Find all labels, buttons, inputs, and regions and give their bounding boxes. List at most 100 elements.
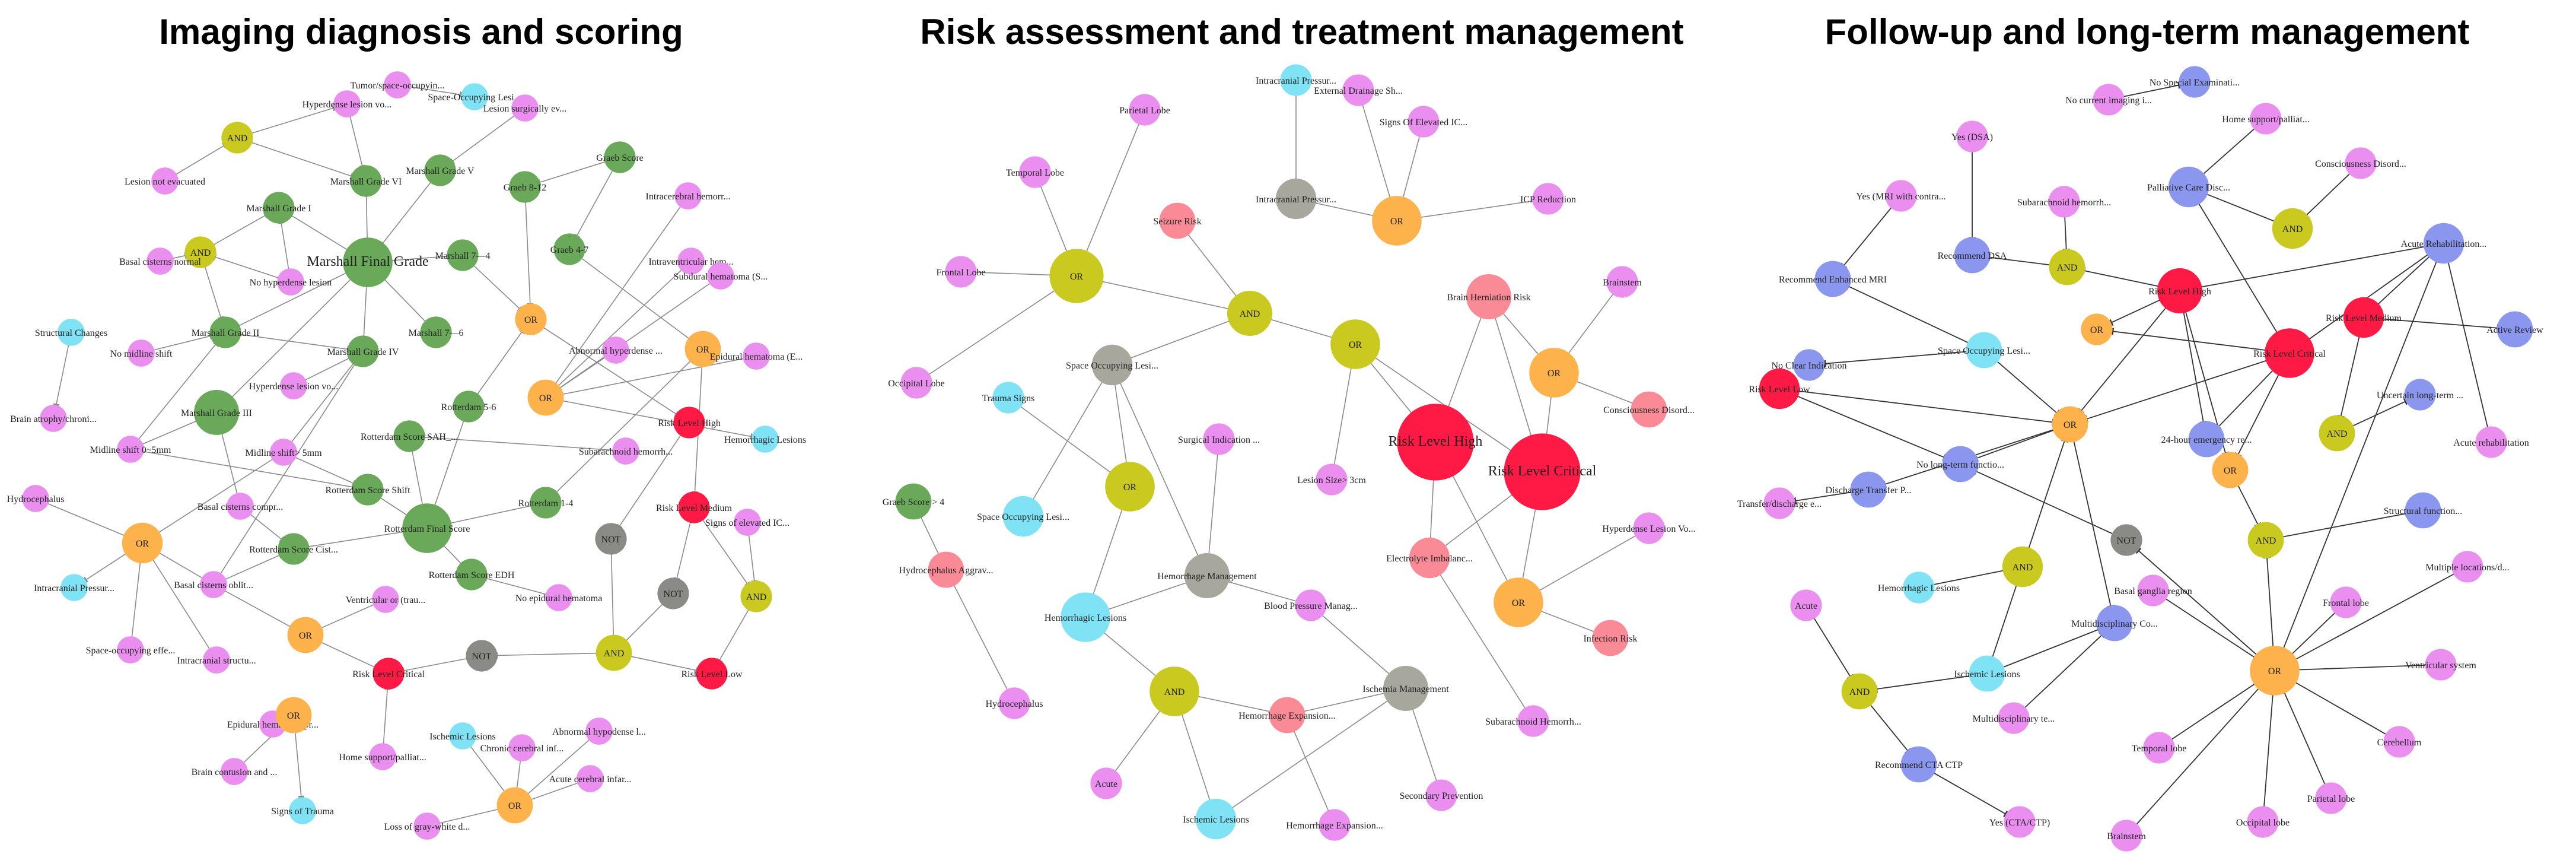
node-circle: [221, 122, 253, 154]
edge-or_i5-to-rlc_i: [314, 639, 380, 670]
edge-rlm_i-to-and_i3: [698, 514, 752, 589]
node-circle: [530, 487, 562, 519]
edge-rlc_r-to-electro: [1438, 483, 1527, 551]
node-circle: [684, 331, 721, 367]
edge-or_r3-to-and_r1: [1262, 315, 1343, 341]
node-circle: [343, 237, 393, 287]
edge-sol_f-to-no_clear: [1818, 350, 1975, 367]
panel-title-followup: Follow-up and long-term management: [1825, 12, 2470, 52]
edge-or_i3-to-hem_les: [555, 399, 757, 440]
edge-hem_exp2-to-hem_exp1: [1291, 725, 1332, 818]
edge-abh-to-or_i3: [554, 354, 610, 392]
node-circle: [122, 522, 163, 564]
node-label: Rotterdam Score Cist...: [249, 545, 338, 555]
node-circle: [2250, 646, 2300, 696]
edge-brainstem-to-or_r4: [1562, 288, 1618, 362]
node-temporal-lobe: Temporal Lobe: [1006, 156, 1064, 188]
node-circle: [1408, 106, 1440, 138]
node-circle: [2096, 605, 2133, 642]
node-circle: [596, 634, 632, 671]
node-label: Marshall Grade VI: [330, 177, 402, 187]
node-circle: [657, 577, 689, 609]
edge-acute_f-to-and_f6: [1810, 612, 1855, 683]
node-chronic-cerebral-inf: Chronic cerebral inf...: [480, 734, 563, 761]
node-marshall-grade-ii: Marshall Grade II: [192, 316, 259, 348]
node-label: Space-Occupying Lesi...: [428, 93, 521, 103]
node-circle: [372, 586, 399, 613]
node-circle: [2188, 421, 2225, 458]
node-label: OR: [136, 539, 149, 549]
node-cerebellum: Cerebellum: [2377, 726, 2422, 758]
edge-r14-to-or_i2: [551, 356, 696, 497]
node-label: Palliative Care Disc...: [2147, 183, 2230, 193]
edge-hvo2-to-mg4: [300, 355, 355, 383]
node-label: Marshall Grade III: [181, 408, 252, 418]
node-label: Rotterdam Score SAH_...: [361, 432, 458, 442]
node-no-epidural-hematoma: No epidural hematoma: [515, 584, 602, 611]
node-parietal-lobe: Parietal Lobe: [1119, 94, 1170, 126]
panel-title-risk: Risk assessment and treatment management: [920, 12, 1683, 52]
node-circle: [1998, 702, 2030, 734]
node-label: Midline shift 0~5mm: [90, 445, 171, 455]
node-circle: [1814, 261, 1851, 297]
node-label: Rotterdam 5-6: [441, 402, 496, 412]
edge-acute_r-to-and_r2: [1110, 702, 1167, 777]
node-circle: [577, 765, 604, 792]
node-home-support-palliat: Home support/palliat...: [2222, 103, 2310, 135]
node-label: Signs of elevated IC...: [705, 518, 789, 528]
edge-hem_les3-to-and_f5: [1927, 567, 2011, 587]
node-intracranial-pressur: Intracranial Pressur...: [1256, 178, 1336, 220]
node-or: OR: [2052, 406, 2088, 443]
edge-home_sup2-to-pal_care: [2197, 123, 2260, 180]
node-no-long-term-functio: No long-term functio...: [1916, 446, 2004, 482]
node-label: Graeb 8-12: [504, 183, 546, 193]
node-rotterdam-5-6: Rotterdam 5-6: [441, 391, 496, 423]
node-circle: [402, 503, 452, 553]
node-label: Basal ganglia region: [2114, 586, 2192, 596]
node-ventricular-system: Ventricular system: [2405, 649, 2476, 681]
node-circle: [527, 379, 564, 416]
node-label: OR: [1547, 369, 1561, 379]
node-yes-cta-ctp: Yes (CTA/CTP): [1989, 806, 2050, 838]
edge-or_i4-to-ip1: [81, 548, 134, 584]
node-label: Abnormal hyperdense ...: [569, 346, 663, 356]
node-not: NOT: [657, 577, 689, 609]
edge-bco-to-mg4: [216, 359, 359, 579]
node-label: Hemorrhage Expansion...: [1286, 821, 1383, 831]
node-label: Brain atrophy/chroni...: [10, 414, 97, 424]
node-occipital-lobe: Occipital Lobe: [888, 367, 945, 399]
edge-hem_les2-to-and_r2: [1095, 625, 1164, 683]
edge-ich-to-or_i3: [551, 201, 684, 389]
edge-acute_rehab2-to-acute_rehab1: [2444, 255, 2490, 434]
edge-rlm_f-to-acute_rehab1: [2371, 250, 2435, 311]
node-label: Yes (CTA/CTP): [1989, 818, 2050, 828]
node-circle: [2137, 574, 2169, 607]
edge-frontal-to-or_r2: [969, 271, 1062, 279]
node-hemorrhage-management: Hemorrhage Management: [1157, 553, 1257, 598]
edge-rlc_f-to-pal_care: [2194, 196, 2284, 342]
node-discharge-transfer-p: Discharge Transfer P...: [1825, 471, 1912, 508]
node-icp-reduction: ICP Reduction: [1520, 183, 1576, 215]
node-circle: [1319, 809, 1351, 841]
node-circle: [1019, 156, 1051, 188]
node-label: Hyperdense lesion vo...: [249, 382, 339, 392]
node-circle: [1061, 592, 1110, 642]
edge-and1-to-mg6: [245, 139, 358, 179]
node-circle: [604, 141, 636, 173]
node-label: AND: [2256, 536, 2276, 546]
node-label: Infection Risk: [1583, 634, 1637, 644]
node-circle: [209, 316, 241, 348]
node-circle: [2143, 732, 2175, 764]
node-circle: [413, 812, 441, 840]
node-label: Space Occupying Lesi...: [977, 512, 1069, 522]
node-midline-shift-0-5mm: Midline shift 0~5mm: [90, 436, 171, 463]
node-label: Ischemic Lesions: [1183, 815, 1249, 825]
node-surgical-indication: Surgical Indication ...: [1178, 423, 1260, 455]
node-label: Consciousness Disord...: [2315, 159, 2406, 169]
edge-or_f3-to-and_f4: [2234, 478, 2262, 531]
node-label: 24-hour emergency re...: [2161, 435, 2252, 445]
node-label: Risk Level Low: [1749, 385, 1810, 395]
node-circle: [740, 580, 772, 612]
edge-hyper_vo2-to-or_r6: [1530, 532, 1642, 596]
node-circle: [2451, 551, 2483, 583]
